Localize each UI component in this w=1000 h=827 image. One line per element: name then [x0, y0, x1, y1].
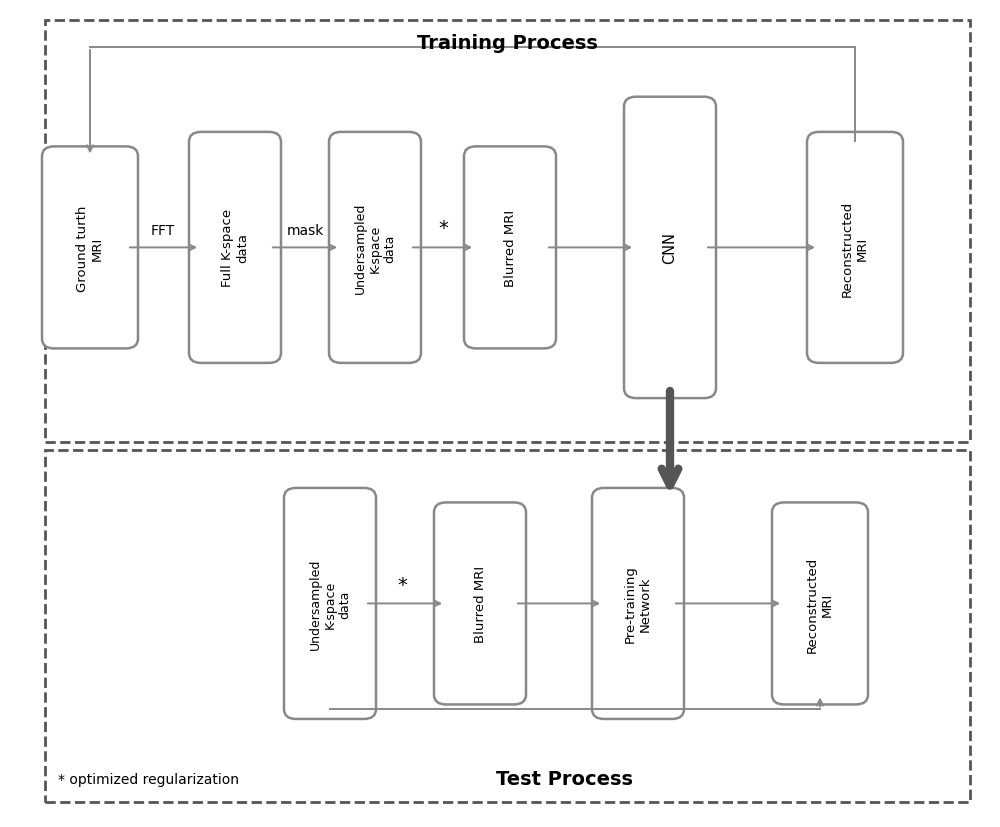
Text: FFT: FFT [151, 224, 175, 238]
Text: Undersampled
K-space
data: Undersampled K-space data [354, 203, 396, 294]
Text: *: * [438, 219, 448, 238]
FancyBboxPatch shape [772, 503, 868, 705]
Text: Undersampled
K-space
data: Undersampled K-space data [308, 558, 352, 649]
FancyBboxPatch shape [464, 147, 556, 349]
Text: CNN: CNN [662, 232, 678, 264]
Text: *: * [397, 575, 407, 594]
FancyBboxPatch shape [592, 488, 684, 719]
FancyBboxPatch shape [329, 133, 421, 364]
FancyBboxPatch shape [807, 133, 903, 364]
Text: mask: mask [286, 224, 324, 238]
Text: Reconstructed
MRI: Reconstructed MRI [841, 200, 869, 296]
FancyBboxPatch shape [284, 488, 376, 719]
Text: Reconstructed
MRI: Reconstructed MRI [806, 556, 834, 652]
Text: Blurred MRI: Blurred MRI [504, 209, 516, 287]
FancyBboxPatch shape [434, 503, 526, 705]
Text: Full K-space
data: Full K-space data [221, 209, 249, 287]
Text: Training Process: Training Process [417, 34, 597, 52]
Text: Test Process: Test Process [496, 770, 634, 788]
Text: Blurred MRI: Blurred MRI [474, 565, 486, 643]
FancyBboxPatch shape [189, 133, 281, 364]
FancyBboxPatch shape [42, 147, 138, 349]
Text: Ground turth
MRI: Ground turth MRI [76, 205, 104, 291]
Text: Pre-training
Network: Pre-training Network [624, 565, 652, 643]
FancyBboxPatch shape [624, 98, 716, 399]
Text: * optimized regularization: * optimized regularization [58, 772, 239, 786]
